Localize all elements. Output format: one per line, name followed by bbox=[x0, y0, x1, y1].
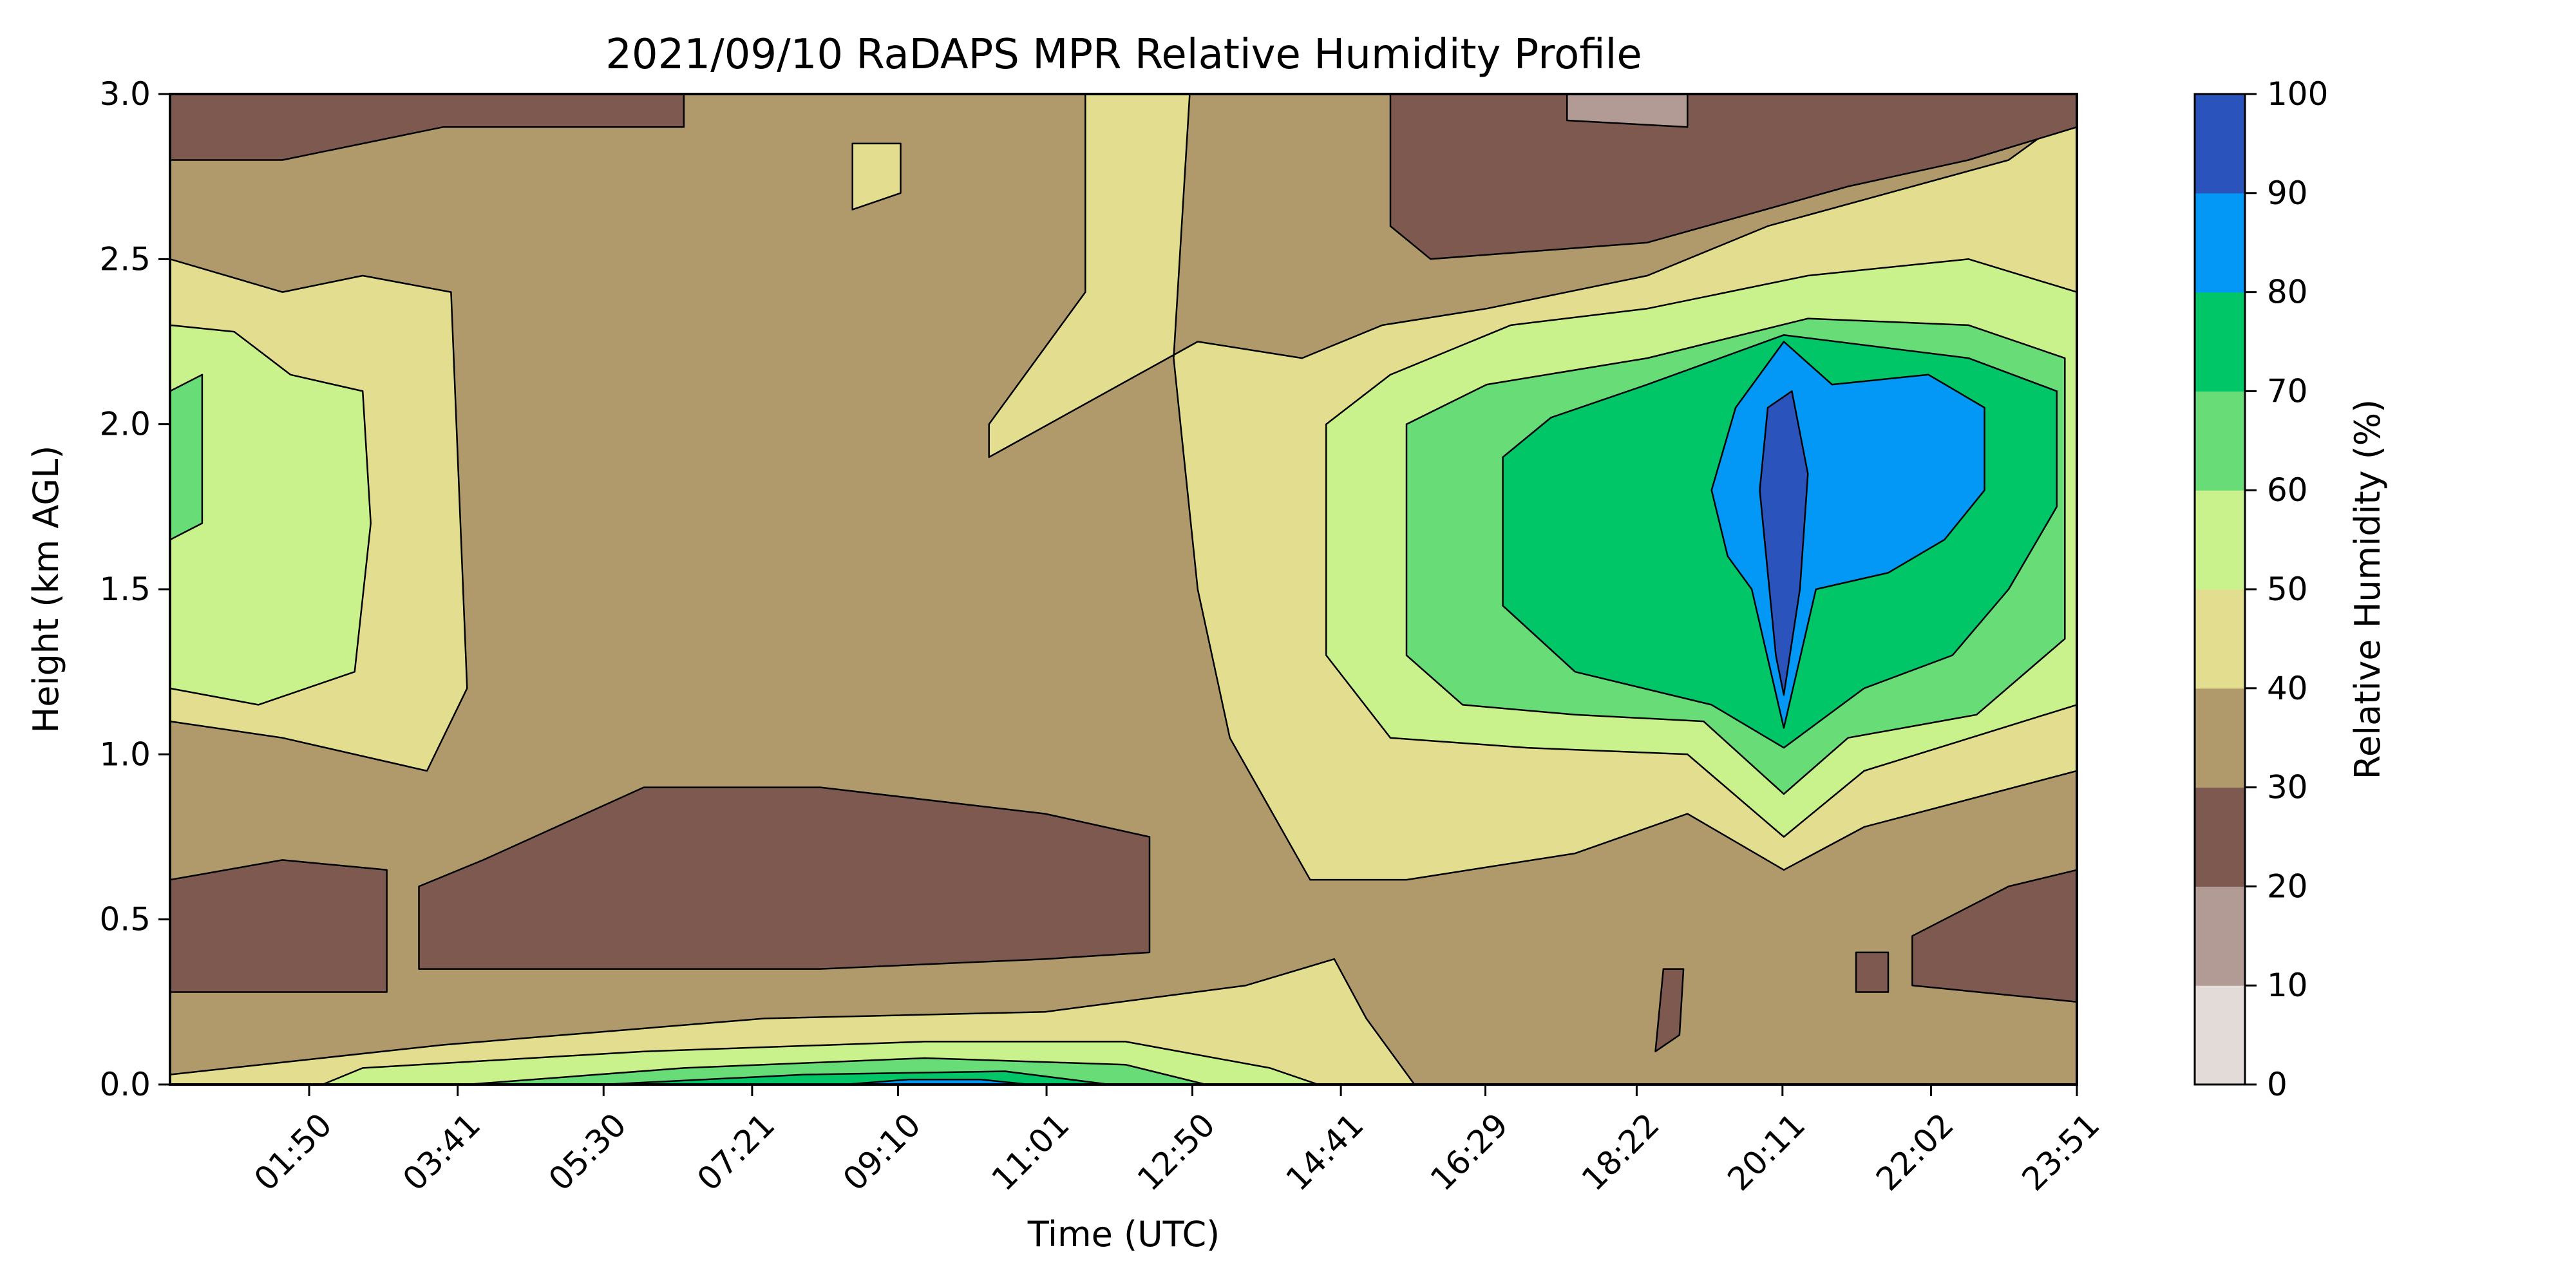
colorbar-tick-label: 90 bbox=[2267, 175, 2308, 212]
contour-region-20-30-pct bbox=[418, 786, 1151, 970]
y-axis-title: Height (km AGL) bbox=[26, 446, 66, 734]
colorbar-swatch-20-30 bbox=[2195, 787, 2245, 887]
y-tick-label: 1.5 bbox=[99, 571, 151, 608]
colorbar-tick-label: 10 bbox=[2267, 967, 2308, 1004]
x-tick-label: 22:02 bbox=[1869, 1106, 1961, 1198]
colorbar-swatch-90-100 bbox=[2195, 94, 2245, 194]
y-tick-label: 1.0 bbox=[99, 735, 151, 773]
contour-region-20-30-pct bbox=[1389, 94, 2077, 260]
colorbar-swatch-10-20 bbox=[2195, 886, 2245, 986]
contour-region-90-100-pct bbox=[1759, 390, 1809, 696]
x-tick-label: 05:30 bbox=[542, 1106, 634, 1198]
y-tick-label: 2.5 bbox=[99, 240, 151, 278]
colorbar-tick-label: 30 bbox=[2267, 769, 2308, 806]
colorbar-title: Relative Humidity (%) bbox=[2347, 399, 2388, 779]
colorbar-tick-label: 50 bbox=[2267, 571, 2308, 608]
colorbar-swatch-0-10 bbox=[2195, 985, 2245, 1085]
colorbar: 0 10 20 30 40 50 60 70 80 90 100 bbox=[2193, 75, 2328, 1103]
contour-region-40-50-pct bbox=[851, 142, 902, 211]
x-tick-label: 18:22 bbox=[1575, 1106, 1667, 1198]
colorbar-swatch-60-70 bbox=[2195, 391, 2245, 491]
colorbar-tick-label: 0 bbox=[2267, 1066, 2287, 1103]
contour-region-20-30-pct bbox=[1911, 869, 2077, 1003]
colorbar-swatch-30-40 bbox=[2195, 688, 2245, 788]
x-tick-label: 20:11 bbox=[1720, 1106, 1812, 1198]
colorbar-swatch-70-80 bbox=[2195, 292, 2245, 392]
x-tick-label: 16:29 bbox=[1423, 1106, 1515, 1198]
x-tick-label: 01:50 bbox=[247, 1106, 339, 1198]
colorbar-tick-label: 70 bbox=[2267, 372, 2308, 410]
contour-layer bbox=[170, 94, 2077, 1084]
x-axis: 01:50 03:41 05:30 07:21 09:10 11:01 12:50 14:41… bbox=[247, 1084, 2107, 1198]
y-tick-label: 0.5 bbox=[99, 901, 151, 938]
y-tick-label: 0.0 bbox=[99, 1066, 151, 1103]
x-tick-label: 07:21 bbox=[690, 1106, 782, 1198]
chart-title: 2021/09/10 RaDAPS MPR Relative Humidity … bbox=[605, 31, 1642, 79]
contour-region-10-20-pct bbox=[1566, 94, 1689, 128]
contour-region-20-30-pct bbox=[1855, 951, 1889, 993]
x-tick-label: 12:50 bbox=[1130, 1106, 1222, 1198]
x-tick-label: 03:41 bbox=[395, 1106, 488, 1198]
contour-region-20-30-pct bbox=[170, 94, 685, 161]
colorbar-tick-label: 40 bbox=[2267, 670, 2308, 707]
x-tick-label: 09:10 bbox=[836, 1106, 928, 1198]
colorbar-tick-label: 80 bbox=[2267, 274, 2308, 311]
colorbar-swatch-40-50 bbox=[2195, 589, 2245, 689]
colorbar-tick-label: 60 bbox=[2267, 471, 2308, 509]
x-tick-label: 14:41 bbox=[1279, 1106, 1371, 1198]
contour-region-60-70-pct bbox=[170, 374, 204, 541]
y-tick-label: 3.0 bbox=[99, 75, 151, 113]
colorbar-swatch-50-60 bbox=[2195, 490, 2245, 590]
x-tick-label: 11:01 bbox=[985, 1106, 1077, 1198]
colorbar-tick-label: 100 bbox=[2267, 75, 2328, 113]
colorbar-tick-label: 20 bbox=[2267, 867, 2308, 905]
y-axis: 0.0 0.5 1.0 1.5 2.0 2.5 3.0 bbox=[99, 75, 170, 1103]
colorbar-swatch-80-90 bbox=[2195, 193, 2245, 293]
contour-region-20-30-pct bbox=[170, 859, 388, 993]
plot-area bbox=[169, 93, 2078, 1086]
contour-region-50-60-pct bbox=[170, 324, 372, 706]
x-axis-title: Time (UTC) bbox=[1027, 1214, 1220, 1255]
y-tick-label: 2.0 bbox=[99, 406, 151, 443]
x-tick-label: 23:51 bbox=[2015, 1106, 2107, 1198]
contour-region-20-30-pct bbox=[1654, 968, 1685, 1052]
